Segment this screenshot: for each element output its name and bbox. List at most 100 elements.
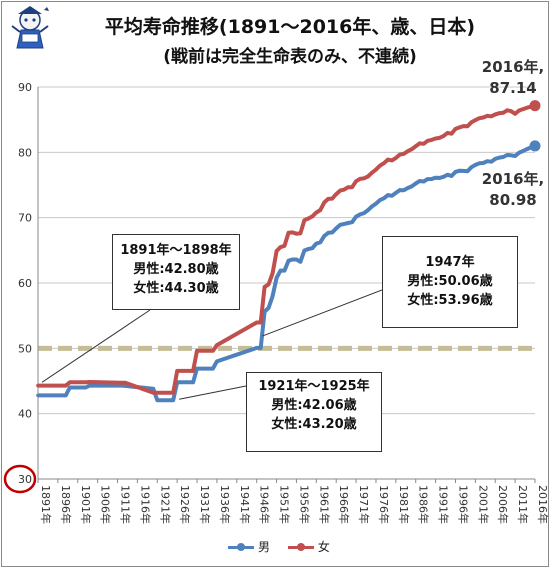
series-point-female (171, 390, 175, 395)
series-point-male (501, 155, 505, 159)
series-point-male (421, 179, 426, 184)
series-point-male (350, 220, 354, 224)
series-point-female (294, 231, 299, 236)
callout-1891-1898-male: 男性:42.80歳 (133, 262, 219, 277)
series-point-male (485, 159, 490, 164)
x-tick-label: 1956年 (297, 485, 311, 524)
series-point-male (334, 226, 339, 231)
series-point-male (314, 241, 319, 246)
series-point-female (366, 174, 370, 179)
series-point-female (314, 210, 319, 215)
series-point-female (266, 282, 271, 287)
x-tick-label: 1966年 (337, 485, 351, 524)
x-tick-label: 1941年 (238, 485, 252, 524)
series-point-male (433, 175, 438, 180)
legend-female-label: 女 (317, 540, 330, 554)
series-point-female (306, 216, 311, 221)
x-tick-label: 1926年 (178, 485, 192, 524)
series-point-female (215, 343, 219, 347)
series-point-male (64, 393, 68, 398)
series-point-male (87, 383, 92, 388)
series-point-female (382, 161, 386, 166)
x-tick-label: 1931年 (198, 485, 212, 524)
series-point-male (441, 175, 446, 179)
series-point-female (497, 111, 502, 115)
series-point-male (374, 201, 378, 206)
series-point-male (36, 393, 40, 398)
x-tick-label: 2006年 (496, 485, 510, 524)
series-point-female (457, 125, 462, 130)
series-point-male (326, 231, 331, 235)
series-point-female (485, 114, 490, 118)
y-axis-30-highlight-circle (3, 464, 37, 494)
series-point-female (429, 138, 434, 142)
series-point-female (517, 108, 521, 113)
series-point-male (151, 387, 156, 391)
series-point-female (374, 167, 378, 172)
series-point-male (378, 198, 382, 202)
series-point-female (409, 147, 414, 151)
legend-item-male: 男 (228, 538, 270, 555)
series-point-female (83, 380, 88, 385)
series-point-female (441, 134, 446, 138)
x-tick-label: 1951年 (278, 485, 292, 524)
legend: 男 女 (228, 538, 344, 555)
series-point-female (68, 380, 72, 385)
series-point-male (302, 248, 307, 253)
series-point-male (358, 212, 362, 217)
series-point-female (282, 243, 287, 248)
series-point-male (346, 221, 350, 225)
y-tick-label: 40 (18, 408, 32, 421)
callout-1921-1925-male: 男性:42.06歳 (271, 398, 357, 413)
series-point-male (338, 222, 342, 227)
series-point-female (87, 380, 92, 384)
series-point-male (513, 154, 517, 158)
callout-1921-1925-period: 1921年～1925年 (258, 379, 370, 394)
series-point-male (274, 275, 279, 280)
series-point-male (342, 222, 346, 226)
series-point-female (417, 141, 422, 146)
series-point-female (330, 196, 335, 201)
series-point-female (465, 124, 470, 129)
series-point-female (298, 231, 303, 236)
callout-1947: 1947年 男性:50.06歳 女性:53.96歳 (382, 236, 518, 328)
x-tick-label: 1991年 (437, 485, 451, 524)
series-point-female (322, 200, 327, 205)
series-point-male (310, 246, 315, 251)
legend-female-marker (287, 543, 314, 551)
series-point-female (370, 170, 374, 175)
x-tick-label: 1976年 (377, 485, 391, 524)
chart-subtitle: (戦前は完全生命表のみ、不連続) (163, 47, 417, 67)
series-point-male (525, 147, 529, 151)
series-point-male (465, 169, 470, 174)
series-point-male (429, 177, 434, 181)
series-point-male (362, 211, 366, 215)
series-point-male (398, 188, 402, 192)
series-point-male (382, 196, 386, 201)
series-point-female (413, 144, 418, 149)
series-point-male (254, 346, 259, 350)
series-point-male (497, 155, 502, 160)
series-point-female (258, 320, 263, 325)
series-point-male (330, 230, 335, 235)
series-point-male (390, 193, 394, 198)
series-point-male (366, 208, 370, 212)
series-point-male (509, 153, 513, 158)
series-point-female (509, 109, 513, 113)
series-point-female (473, 118, 478, 122)
x-tick-label: 2011年 (516, 485, 530, 524)
series-point-male (386, 193, 390, 197)
series-point-female (477, 116, 482, 120)
series-point-male (409, 184, 414, 189)
x-tick-label: 1921年 (158, 485, 172, 524)
y-tick-label: 50 (18, 342, 32, 355)
series-point-male (258, 346, 263, 350)
series-point-male (437, 176, 442, 180)
series-point-male (493, 157, 498, 161)
series-point-female (318, 208, 323, 212)
series-point-male (505, 153, 509, 157)
x-tick-label: 1901年 (79, 485, 93, 524)
series-point-female (278, 245, 283, 249)
series-point-female (362, 176, 366, 181)
series-point-male (215, 359, 219, 364)
